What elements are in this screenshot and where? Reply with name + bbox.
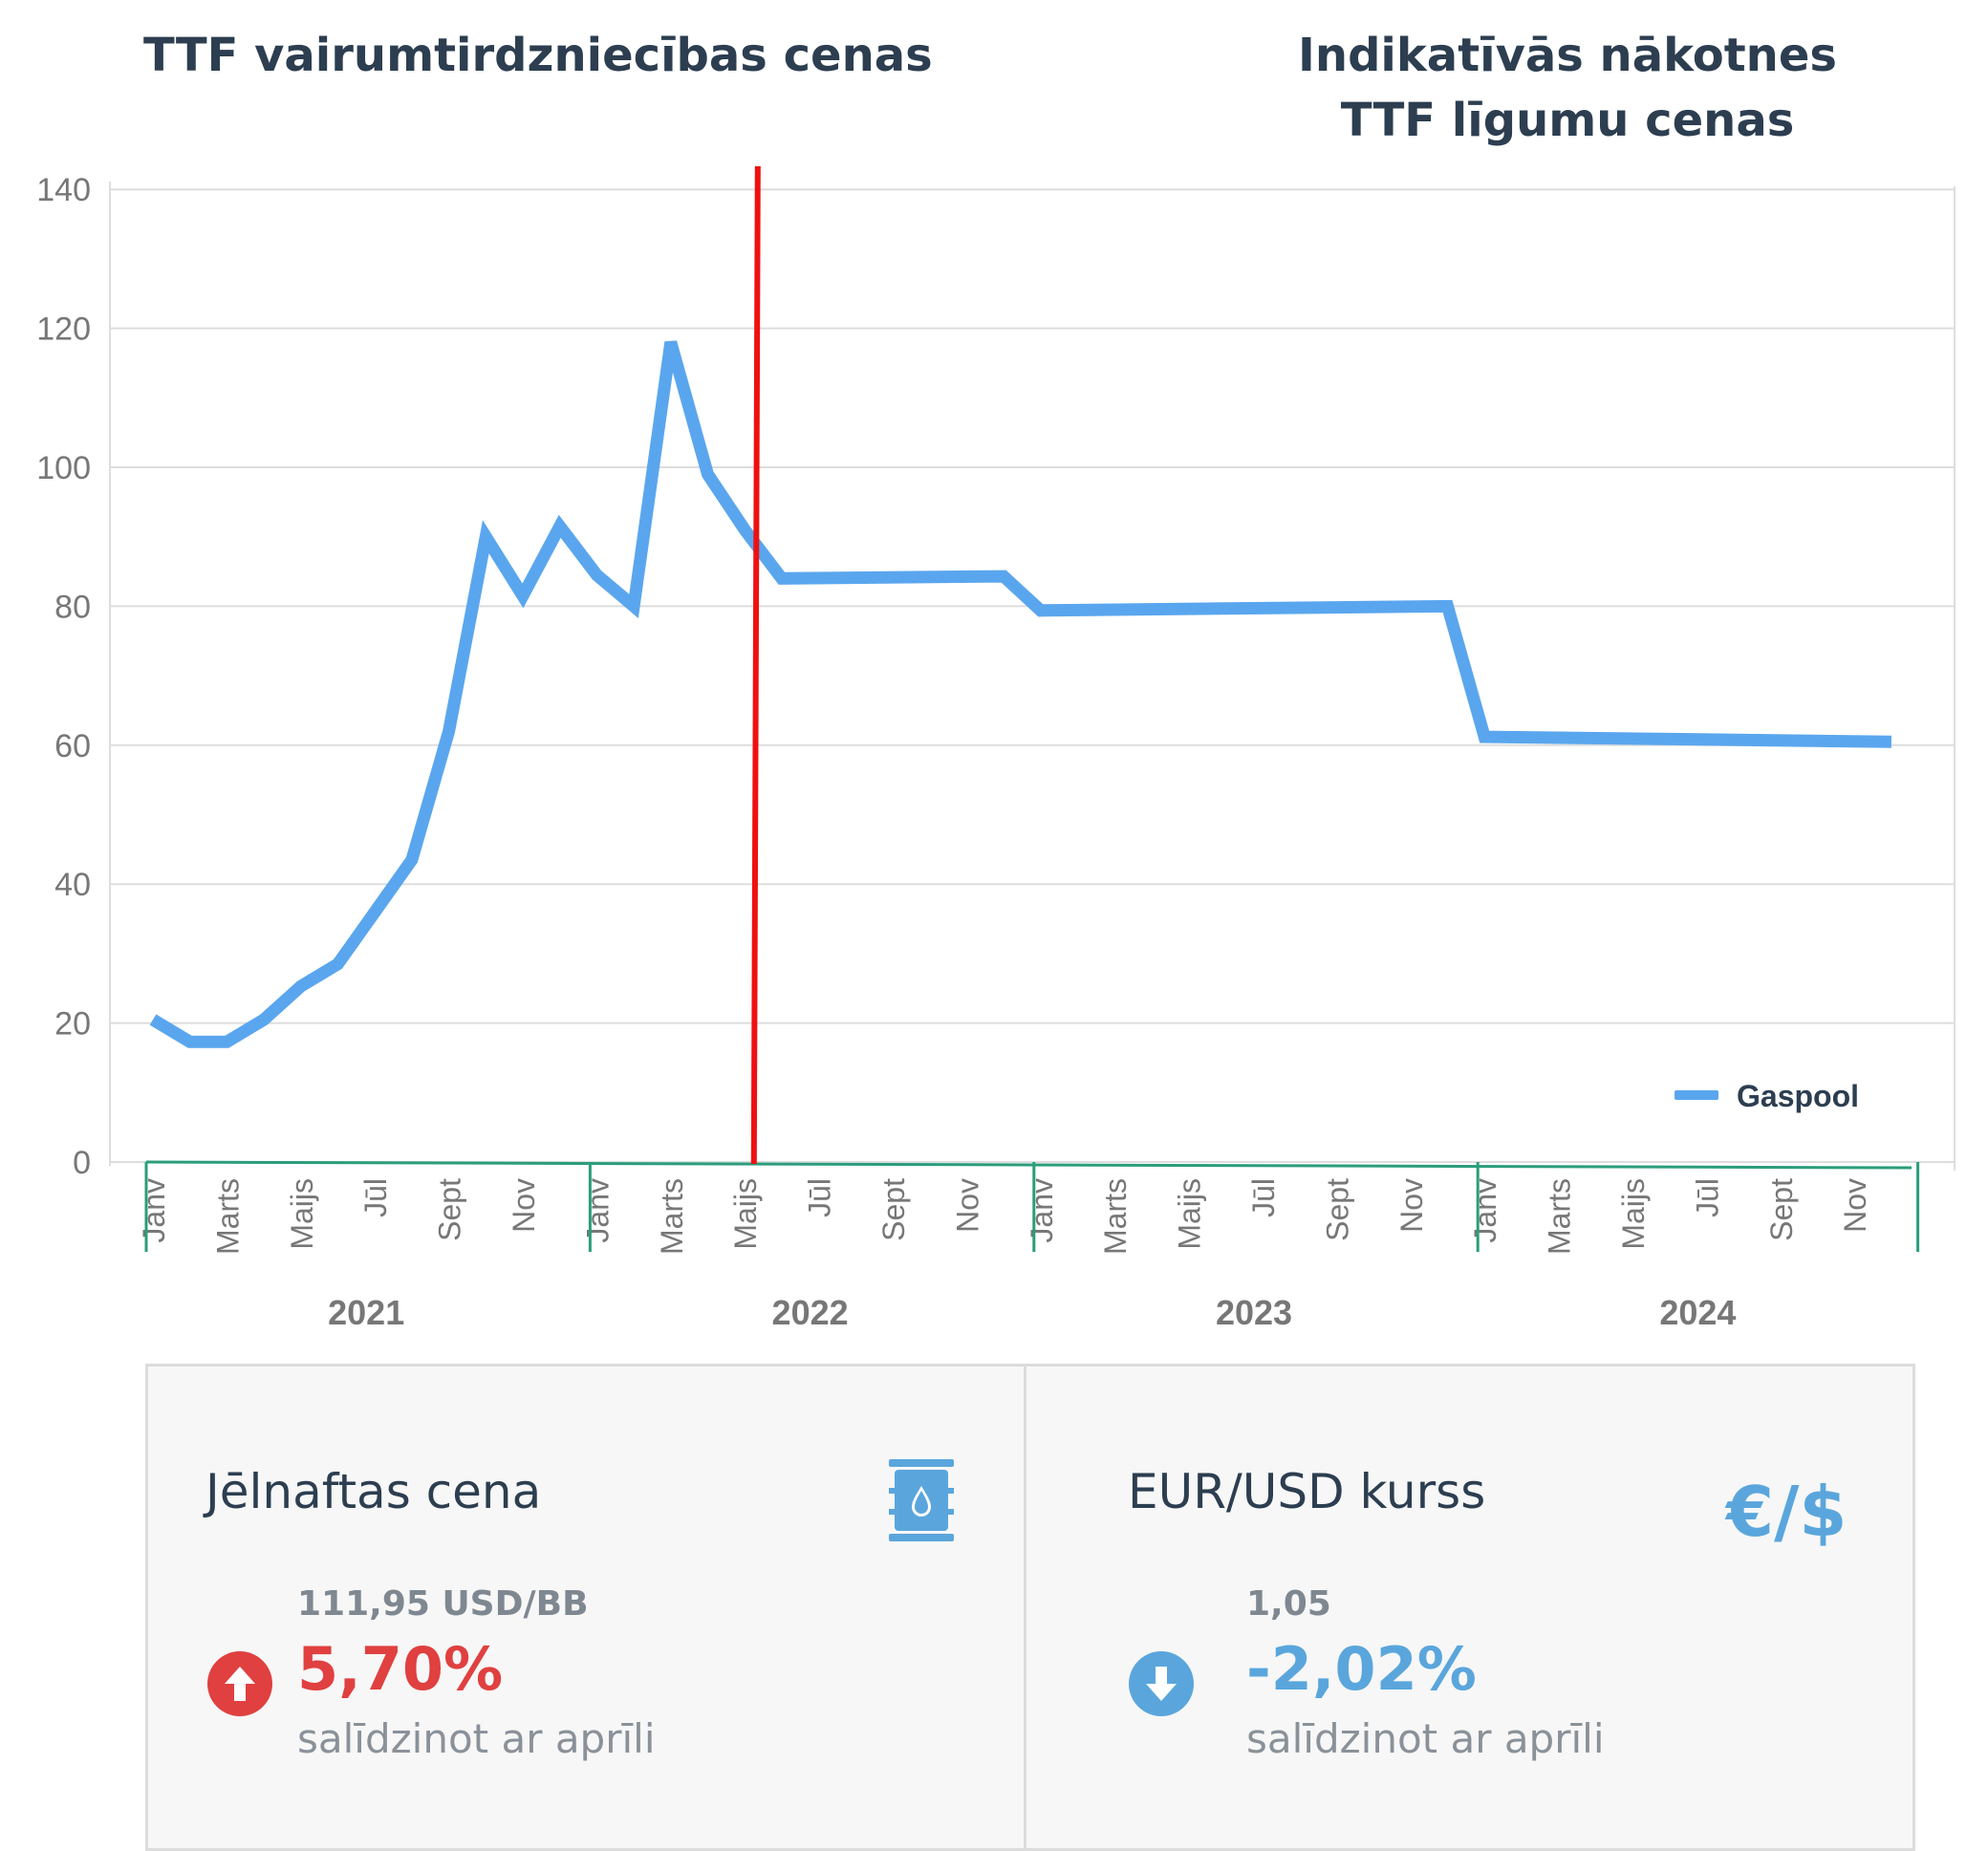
x-tick-label: Jūl [358, 1178, 393, 1217]
oil-price-change: 5,70% [297, 1634, 504, 1704]
x-tick-label: Jūl [1246, 1178, 1281, 1217]
y-tick-label: 0 [73, 1145, 91, 1181]
year-label: 2022 [772, 1293, 849, 1332]
x-tick-label: Maijs [1173, 1178, 1207, 1250]
x-tick-label: Nov [950, 1178, 984, 1233]
x-tick-label: Nov [1838, 1178, 1872, 1233]
chart-title-forecast-line2: TTF līgumu cenas [1340, 94, 1795, 147]
y-axis: 0 20 40 60 80 100 120 140 [36, 172, 1956, 1181]
x-tick-label: Sept [1764, 1178, 1799, 1241]
x-tick-label: Marts [1543, 1178, 1577, 1255]
x-tick-label: Maijs [1616, 1178, 1651, 1250]
x-axis-line [145, 1160, 1912, 1170]
oil-barrel-icon [889, 1459, 954, 1541]
y-tick-label: 120 [36, 312, 91, 348]
plot-area [149, 165, 1891, 1165]
series-line-gaspool [149, 340, 1891, 1048]
x-tick-label: Janv [580, 1178, 615, 1243]
oil-price-value: 111,95 USD/BB [297, 1584, 589, 1624]
chart-legend: Gaspool [1675, 1079, 1859, 1113]
chart-title-forecast: Indikatīvās nākotnes TTF līgumu cenas [1271, 23, 1864, 153]
year-label: 2021 [328, 1293, 404, 1332]
y-tick-label: 140 [36, 172, 91, 208]
x-tick-label: Jūl [803, 1178, 837, 1217]
legend-label-gaspool: Gaspool [1737, 1079, 1859, 1113]
x-tick-label: Marts [210, 1178, 245, 1255]
ttf-price-chart: 0 20 40 60 80 100 120 140 Janv Marts Maijs Jūl Sept… [36, 165, 1956, 1332]
x-tick-label: Marts [1098, 1178, 1133, 1255]
legend-swatch-gaspool [1675, 1090, 1718, 1100]
x-tick-label: Maijs [728, 1178, 763, 1250]
chart-grid [110, 188, 1955, 1163]
euro-dollar-icon: €/$ [1726, 1472, 1848, 1552]
x-tick-label: Janv [1468, 1178, 1502, 1243]
x-tick-label: Sept [1320, 1178, 1354, 1241]
arrow-down-icon [1129, 1651, 1194, 1716]
eur-usd-change: -2,02% [1246, 1634, 1477, 1704]
year-label: 2024 [1659, 1293, 1736, 1332]
y-tick-label: 40 [54, 867, 91, 903]
oil-price-note: salīdzinot ar aprīli [297, 1715, 656, 1762]
oil-price-panel: Jēlnaftas cena 111,95 USD/BB 5,70% salīd… [145, 1364, 1026, 1851]
x-tick-label: Nov [507, 1178, 541, 1233]
x-tick-label: Sept [876, 1178, 911, 1241]
eur-usd-value: 1,05 [1246, 1584, 1331, 1624]
x-tick-label: Maijs [285, 1178, 319, 1250]
x-tick-label: Nov [1394, 1178, 1429, 1233]
x-tick-label: Janv [1025, 1178, 1059, 1243]
y-tick-label: 20 [54, 1006, 91, 1043]
eur-usd-title: EUR/USD kurss [1128, 1464, 1486, 1519]
y-tick-label: 100 [36, 450, 91, 486]
y-tick-label: 60 [54, 728, 91, 764]
x-tick-label: Jūl [1690, 1178, 1724, 1217]
forecast-divider-line [750, 165, 761, 1165]
eur-usd-panel: EUR/USD kurss €/$ 1,05 -2,02% salīdzinot… [1024, 1364, 1915, 1851]
chart-title-historical: TTF vairumtirdzniecības cenas [143, 29, 933, 82]
x-tick-label: Marts [655, 1178, 689, 1255]
year-label: 2023 [1216, 1293, 1292, 1332]
x-tick-label: Sept [433, 1178, 467, 1241]
oil-price-title: Jēlnaftas cena [205, 1464, 542, 1519]
y-tick-label: 80 [54, 589, 91, 625]
x-tick-label: Janv [137, 1178, 171, 1243]
chart-title-forecast-line1: Indikatīvās nākotnes [1298, 29, 1837, 82]
eur-usd-note: salīdzinot ar aprīli [1246, 1715, 1605, 1762]
x-axis: Janv Marts Maijs Jūl Sept Nov 2021 Janv Marts Mai… [137, 1160, 1920, 1332]
arrow-up-icon [207, 1651, 272, 1716]
